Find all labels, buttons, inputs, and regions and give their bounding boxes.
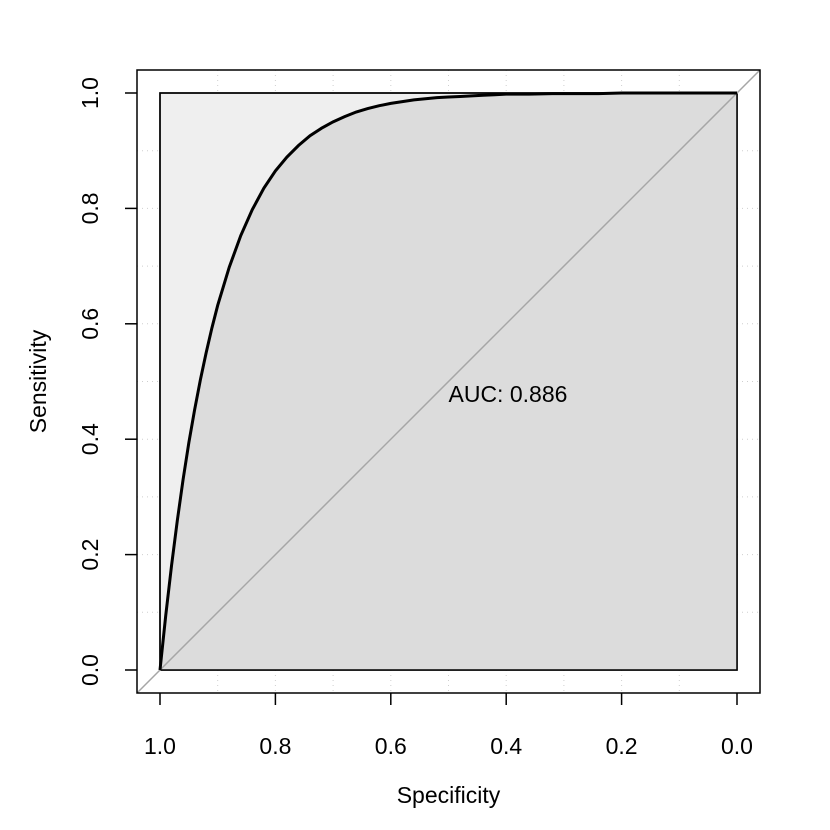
y-tick-label: 0.4 <box>77 423 103 455</box>
y-tick-label: 1.0 <box>77 77 103 109</box>
chance-diagonal <box>136 69 761 694</box>
x-tick-label: 0.8 <box>259 733 291 759</box>
x-tick-label: 0.6 <box>375 733 407 759</box>
x-tick-label: 1.0 <box>144 733 176 759</box>
x-tick-label: 0.2 <box>606 733 638 759</box>
y-tick-label: 0.6 <box>77 308 103 340</box>
roc-curve-line <box>158 91 737 671</box>
x-tick-label: 0.0 <box>721 733 753 759</box>
full-area-square-border <box>159 92 738 671</box>
y-tick-label: 0.0 <box>77 654 103 686</box>
y-axis: 0.0 0.2 0.4 0.6 0.8 1.0 <box>77 77 137 686</box>
auc-annotation: AUC: 0.886 <box>449 381 568 407</box>
x-tick-label: 0.4 <box>490 733 522 759</box>
y-tick-label: 0.8 <box>77 192 103 224</box>
y-axis-title: Sensitivity <box>25 329 51 433</box>
x-axis-title: Specificity <box>397 782 501 808</box>
y-tick-label: 0.2 <box>77 539 103 571</box>
plot-frame <box>136 69 761 694</box>
x-axis: 1.0 0.8 0.6 0.4 0.2 0.0 <box>144 693 753 759</box>
